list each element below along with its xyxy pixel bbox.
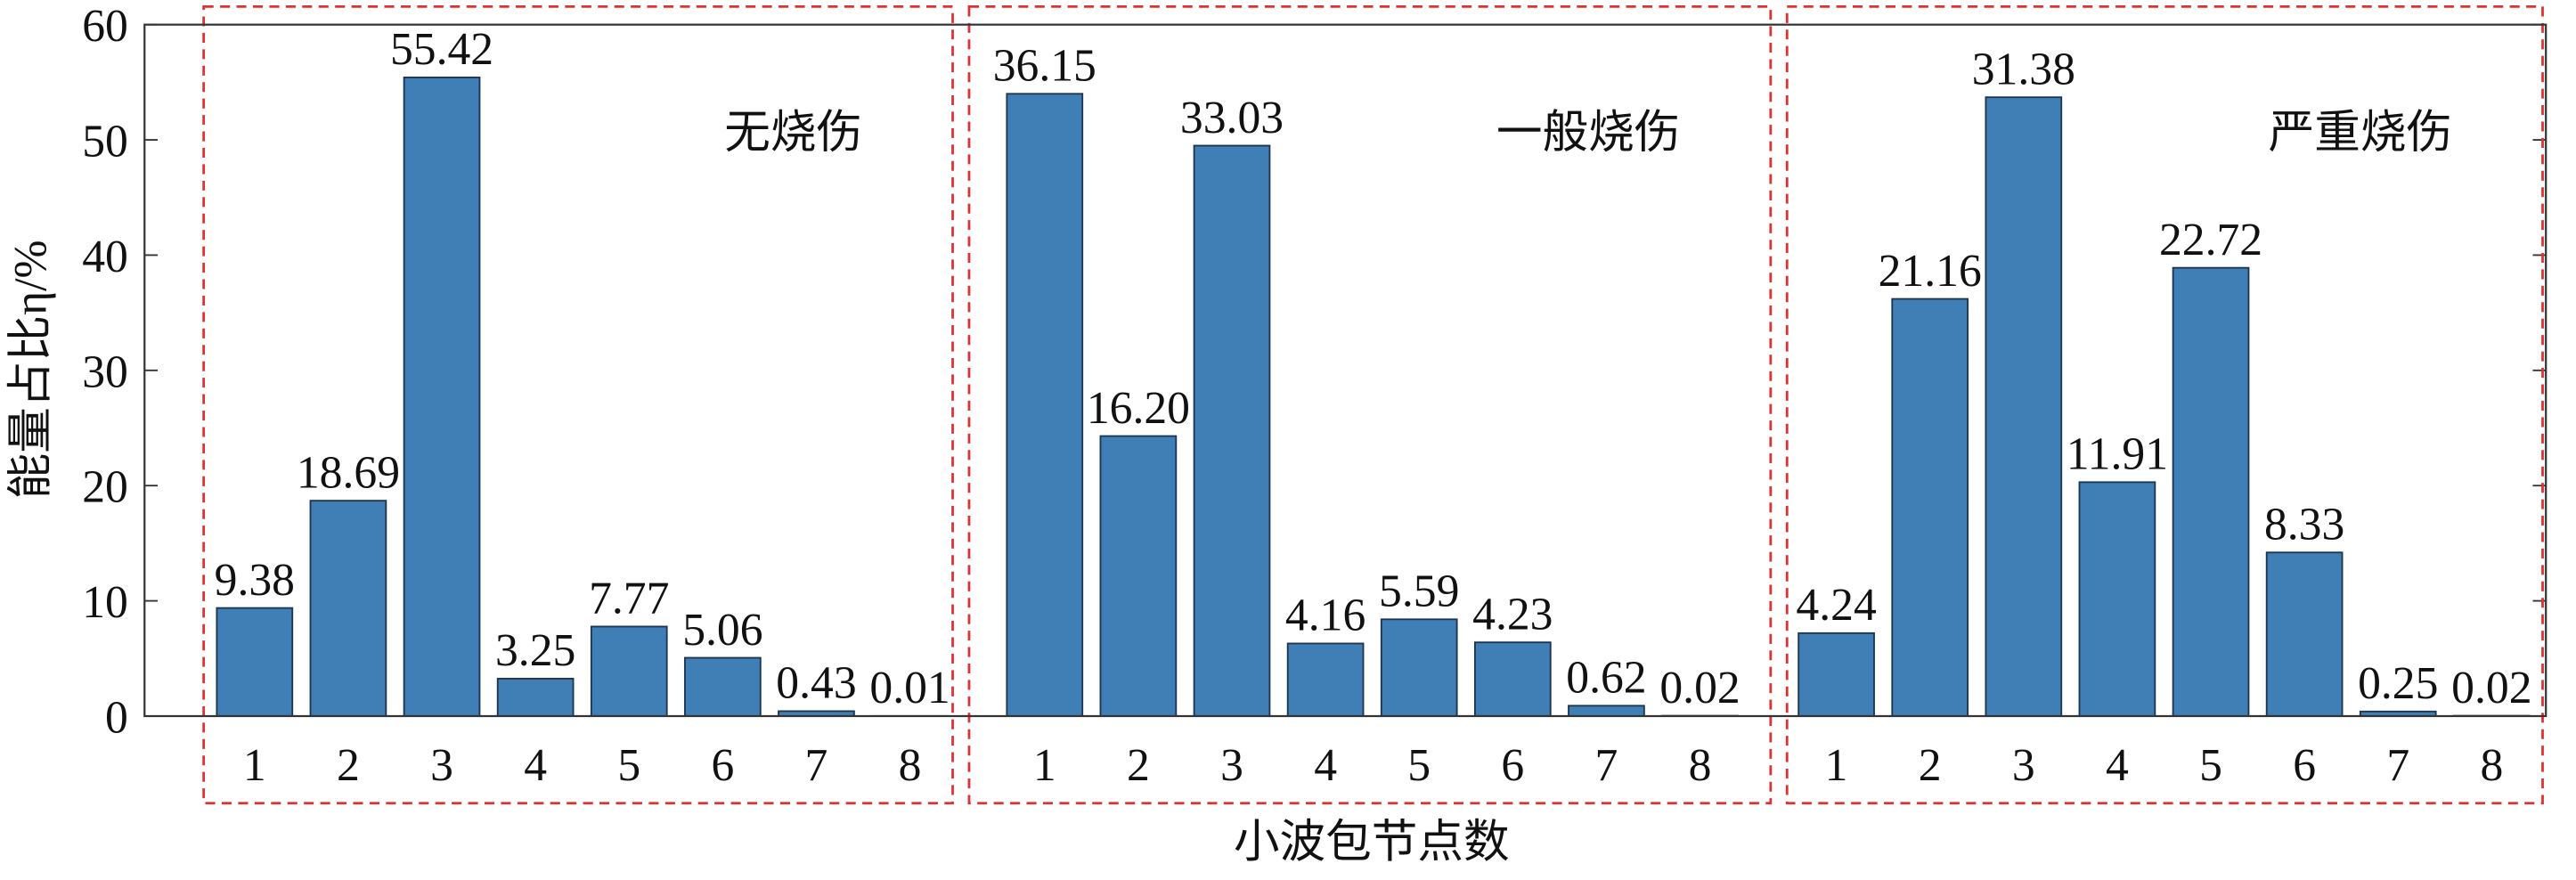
x-tick-label: 7: [2386, 740, 2409, 791]
bar: [1985, 96, 2063, 717]
bar: [1286, 642, 1365, 717]
data-label: 55.42: [390, 24, 493, 75]
data-label: 0.43: [776, 658, 856, 709]
bar: [2172, 266, 2250, 717]
bar: [309, 500, 387, 717]
data-label: 7.77: [589, 574, 669, 624]
x-tick-label: 2: [1919, 740, 1942, 791]
data-label: 0.62: [1566, 653, 1646, 704]
x-tick-label: 6: [711, 740, 734, 791]
data-label: 4.16: [1285, 591, 1365, 641]
data-label: 5.06: [682, 605, 762, 656]
x-tick-label: 7: [805, 740, 828, 791]
x-tick-label: 3: [1220, 740, 1243, 791]
x-tick-label: 5: [617, 740, 640, 791]
bar: [216, 607, 294, 717]
data-label: 16.20: [1087, 383, 1190, 434]
x-tick-label: 4: [524, 740, 547, 791]
bar: [1797, 631, 1875, 717]
data-label: 4.23: [1472, 589, 1553, 640]
data-label: 21.16: [1879, 246, 1982, 297]
data-label: 9.38: [215, 555, 295, 606]
x-tick-label: 6: [2293, 740, 2316, 791]
x-tick-label: 5: [1407, 740, 1431, 791]
group-name: 严重烧伤: [2269, 108, 2453, 159]
bar: [1891, 297, 1969, 717]
group-box: [1785, 4, 2544, 805]
x-tick-label: 1: [1033, 740, 1056, 791]
bar: [2078, 481, 2156, 717]
x-tick-label: 8: [899, 740, 922, 791]
data-label: 31.38: [1972, 44, 2075, 94]
x-tick-label: 8: [1689, 740, 1712, 791]
y-tick-label: 10: [82, 577, 128, 628]
bar: [1473, 641, 1552, 717]
bar: [684, 656, 762, 717]
x-tick-label: 1: [1825, 740, 1848, 791]
x-tick-label: 3: [2012, 740, 2035, 791]
data-label: 36.15: [993, 41, 1096, 92]
data-label: 8.33: [2264, 500, 2344, 550]
bar: [403, 76, 481, 717]
x-tick-label: 2: [1127, 740, 1150, 791]
y-tick-label: 50: [82, 116, 128, 167]
x-tick-label: 4: [1314, 740, 1337, 791]
y-tick-label: 40: [82, 232, 128, 282]
bar: [590, 625, 668, 717]
data-label: 4.24: [1796, 580, 1876, 631]
bar: [1380, 618, 1458, 717]
x-tick-label: 5: [2199, 740, 2222, 791]
data-label: 11.91: [2067, 429, 2168, 480]
x-tick-label: 2: [337, 740, 360, 791]
x-tick-label: 8: [2480, 740, 2503, 791]
bar: [1568, 705, 1645, 717]
data-label: 0.25: [2358, 658, 2438, 709]
data-label: 0.02: [2451, 663, 2531, 713]
group-name: 无烧伤: [724, 108, 862, 159]
x-tick-label: 6: [1501, 740, 1524, 791]
bar: [2265, 551, 2344, 717]
x-tick-label: 1: [243, 740, 266, 791]
bar: [1099, 435, 1178, 717]
data-label: 18.69: [297, 447, 400, 498]
group-name: 一般烧伤: [1496, 108, 1681, 159]
bar: [1193, 144, 1271, 717]
data-label: 22.72: [2159, 215, 2262, 265]
y-tick-label: 60: [82, 1, 128, 52]
y-tick-label: 30: [82, 346, 128, 397]
plot-frame: [143, 23, 2547, 718]
y-axis-label: 能量占比η/%: [6, 240, 57, 499]
x-tick-label: 3: [430, 740, 453, 791]
data-label: 5.59: [1379, 566, 1459, 617]
x-axis-label: 小波包节点数: [1234, 818, 1510, 868]
data-label: 0.01: [869, 663, 950, 713]
group-box: [967, 4, 1773, 805]
y-tick-label: 0: [105, 692, 128, 743]
x-tick-label: 7: [1595, 740, 1618, 791]
bar: [1006, 93, 1084, 717]
x-tick-label: 4: [2106, 740, 2129, 791]
y-tick-label: 20: [82, 462, 128, 513]
bar: [496, 678, 575, 717]
data-label: 33.03: [1180, 93, 1284, 143]
data-label: 0.02: [1659, 663, 1740, 713]
data-label: 3.25: [495, 625, 575, 676]
